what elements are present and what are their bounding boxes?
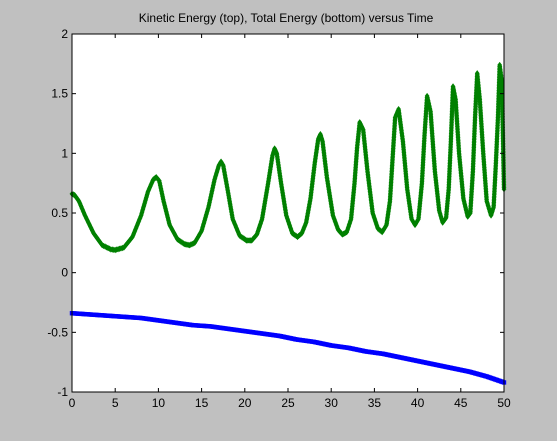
x-tick-label: 50 — [497, 396, 511, 410]
x-tick-label: 25 — [281, 396, 295, 410]
x-tick-label: 40 — [411, 396, 425, 410]
y-tick-label: -0.5 — [47, 325, 68, 339]
x-tick-label: 10 — [152, 396, 166, 410]
y-tick-label: 1.5 — [51, 87, 68, 101]
x-tick-label: 20 — [238, 396, 252, 410]
axes-background — [72, 34, 504, 392]
x-tick-label: 15 — [195, 396, 209, 410]
y-tick-label: 1 — [61, 146, 68, 160]
y-tick-label: -1 — [57, 385, 68, 399]
x-tick-label: 35 — [368, 396, 382, 410]
series-layer — [69, 61, 507, 385]
chart-title: Kinetic Energy (top), Total Energy (bott… — [139, 11, 434, 25]
axes-frame — [71, 33, 505, 393]
y-tick-label: 0 — [61, 266, 68, 280]
y-tick-label: 2 — [61, 27, 68, 41]
axis-layer: 0 5 10 15 20 25 30 35 40 45 50 -1 -0.5 0 0.5 1 1.5 2 — [47, 27, 511, 410]
x-tick-label: 45 — [454, 396, 468, 410]
series-0 — [69, 61, 507, 254]
x-tick-label: 0 — [69, 396, 76, 410]
y-tick-label: 0.5 — [51, 206, 68, 220]
x-tick-label: 30 — [325, 396, 339, 410]
series-1 — [69, 311, 507, 385]
x-tick-label: 5 — [112, 396, 119, 410]
